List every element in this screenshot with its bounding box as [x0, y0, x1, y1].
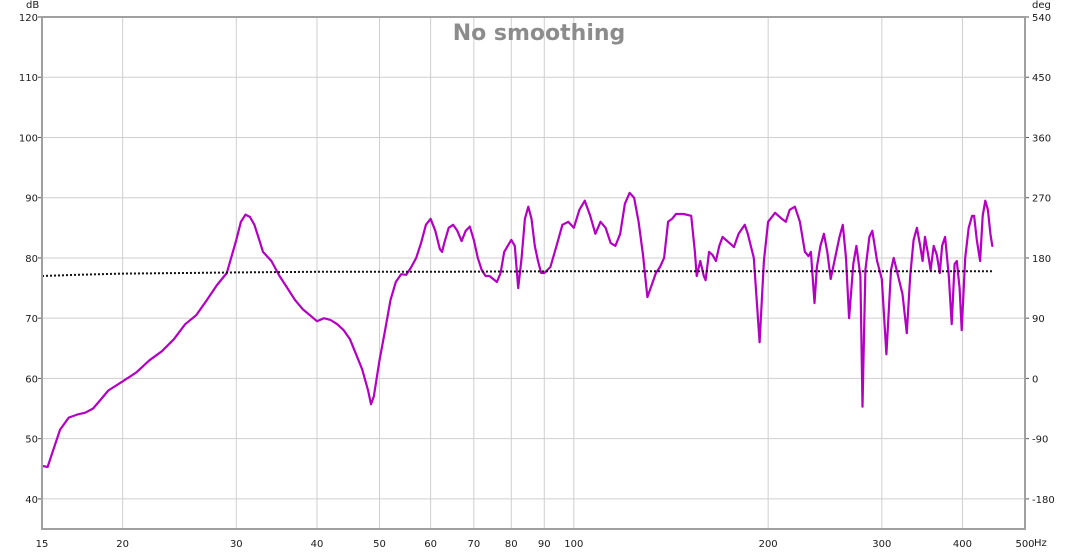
x-tick-label: 15 [36, 539, 49, 550]
x-tick-label: 70 [467, 539, 480, 550]
x-tick-label: 200 [759, 539, 778, 550]
x-tick-label: 30 [230, 539, 243, 550]
series-layer [40, 191, 994, 469]
reference-line [41, 270, 993, 277]
x-tick-label: 80 [505, 539, 518, 550]
y-right-tick-label: 180 [1032, 254, 1051, 265]
y-right-tick-label: 360 [1032, 133, 1051, 144]
y-right-tick-label: 450 [1032, 73, 1051, 84]
x-tick-label: 400 [953, 539, 972, 550]
y-left-tick-label: 60 [25, 374, 38, 385]
y-left-tick-label: 50 [25, 435, 38, 446]
x-tick-label: 50 [373, 539, 386, 550]
y-right-tick-label: -180 [1032, 495, 1055, 506]
grid-layer [38, 16, 1029, 529]
y-right-tick-label: -90 [1032, 435, 1048, 446]
y-right-tick-label: 270 [1032, 194, 1051, 205]
y-left-tick-label: 40 [25, 495, 38, 506]
x-tick-label: 500 [1015, 539, 1034, 550]
chart-title: No smoothing [453, 21, 626, 46]
y-right-unit-label: deg [1032, 0, 1051, 11]
x-tick-label: 60 [424, 539, 437, 550]
y-left-tick-label: 70 [25, 314, 38, 325]
y-left-tick-label: 110 [19, 73, 38, 84]
plot-frame [41, 16, 1026, 530]
y-left-tick-label: 100 [19, 133, 38, 144]
x-tick-label: 90 [538, 539, 551, 550]
x-unit-label: Hz [1034, 538, 1047, 549]
y-right-tick-label: 540 [1032, 13, 1051, 24]
y-right-tick-label: 90 [1032, 314, 1045, 325]
x-tick-label: 100 [564, 539, 583, 550]
y-right-tick-label: 0 [1032, 374, 1038, 385]
y-left-tick-label: 120 [19, 13, 38, 24]
x-tick-label: 20 [116, 539, 129, 550]
x-tick-label: 40 [311, 539, 324, 550]
y-left-tick-label: 90 [25, 194, 38, 205]
label-layer: 15 20 30 40 50 60 70 80 90 100 200 300 400 500 40 50 60 7… [19, 13, 1055, 550]
x-tick-label: 300 [872, 539, 891, 550]
spl-response-line [40, 191, 994, 469]
y-left-tick-label: 80 [25, 254, 38, 265]
y-left-unit-label: dB [26, 0, 39, 11]
